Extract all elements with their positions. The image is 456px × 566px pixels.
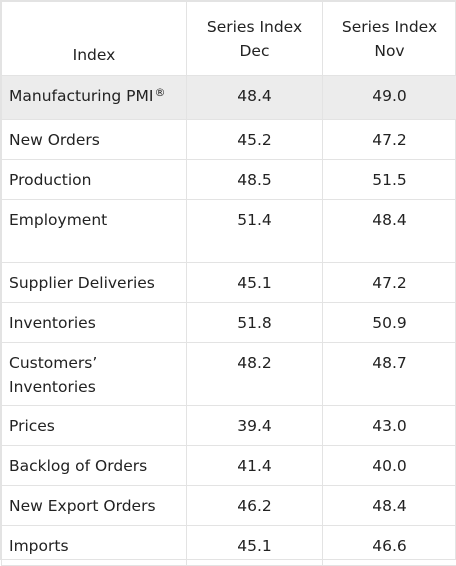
cell-nov: 40.0 xyxy=(323,446,456,486)
cell-nov: 48.4 xyxy=(323,486,456,526)
cell-dec: 39.4 xyxy=(187,406,323,446)
cell-dec: 51.4 xyxy=(187,200,323,263)
table-row-employment: Employment 51.4 48.4 xyxy=(2,200,456,263)
column-header-dec-line2: Dec xyxy=(187,39,322,63)
row-label: Production xyxy=(2,160,187,200)
cell-dec: 45.2 xyxy=(187,120,323,160)
row-label: Manufacturing PMI® xyxy=(2,76,187,120)
registered-mark: ® xyxy=(154,86,165,99)
cell-dec: 48.2 xyxy=(187,343,323,406)
row-label: Prices xyxy=(2,406,187,446)
cell-nov: 50.9 xyxy=(323,303,456,343)
cell-dec: 48.5 xyxy=(187,160,323,200)
cell-nov: 47.2 xyxy=(323,120,456,160)
cell-dec: 41.4 xyxy=(187,446,323,486)
column-header-dec: Series Index Dec xyxy=(187,2,323,76)
table-row-customers-inventories: Customers’ Inventories 48.2 48.7 xyxy=(2,343,456,406)
cell-nov: 51.5 xyxy=(323,160,456,200)
table-row-backlog-of-orders: Backlog of Orders 41.4 40.0 xyxy=(2,446,456,486)
table-row-supplier-deliveries: Supplier Deliveries 45.1 47.2 xyxy=(2,263,456,303)
cell-nov: 47.2 xyxy=(323,263,456,303)
cell-nov: 49.0 xyxy=(323,76,456,120)
table-header-row: Index Series Index Dec Series Index Nov xyxy=(2,2,456,76)
cell-dec: 48.4 xyxy=(187,76,323,120)
cell-dec: 46.2 xyxy=(187,486,323,526)
row-label: Inventories xyxy=(2,303,187,343)
table-row-production: Production 48.5 51.5 xyxy=(2,160,456,200)
row-label-text: Manufacturing PMI xyxy=(9,87,153,105)
row-label: New Export Orders xyxy=(2,486,187,526)
cell-nov: 43.0 xyxy=(323,406,456,446)
column-header-nov-line2: Nov xyxy=(323,39,456,63)
row-label: Supplier Deliveries xyxy=(2,263,187,303)
table-row-inventories: Inventories 51.8 50.9 xyxy=(2,303,456,343)
column-header-nov: Series Index Nov xyxy=(323,2,456,76)
row-label: Employment xyxy=(2,200,187,263)
table-row-prices: Prices 39.4 43.0 xyxy=(2,406,456,446)
table-row-manufacturing-pmi: Manufacturing PMI® 48.4 49.0 xyxy=(2,76,456,120)
row-label: Customers’ Inventories xyxy=(2,343,187,406)
column-header-dec-line1: Series Index xyxy=(187,15,322,39)
cell-nov: 48.4 xyxy=(323,200,456,263)
table-row-new-orders: New Orders 45.2 47.2 xyxy=(2,120,456,160)
column-header-nov-line1: Series Index xyxy=(323,15,456,39)
column-header-index: Index xyxy=(2,2,187,76)
table-row-new-export-orders: New Export Orders 46.2 48.4 xyxy=(2,486,456,526)
row-label: Backlog of Orders xyxy=(2,446,187,486)
cell-dec: 45.1 xyxy=(187,263,323,303)
cell-dec: 51.8 xyxy=(187,303,323,343)
cell-nov: 48.7 xyxy=(323,343,456,406)
row-label: New Orders xyxy=(2,120,187,160)
